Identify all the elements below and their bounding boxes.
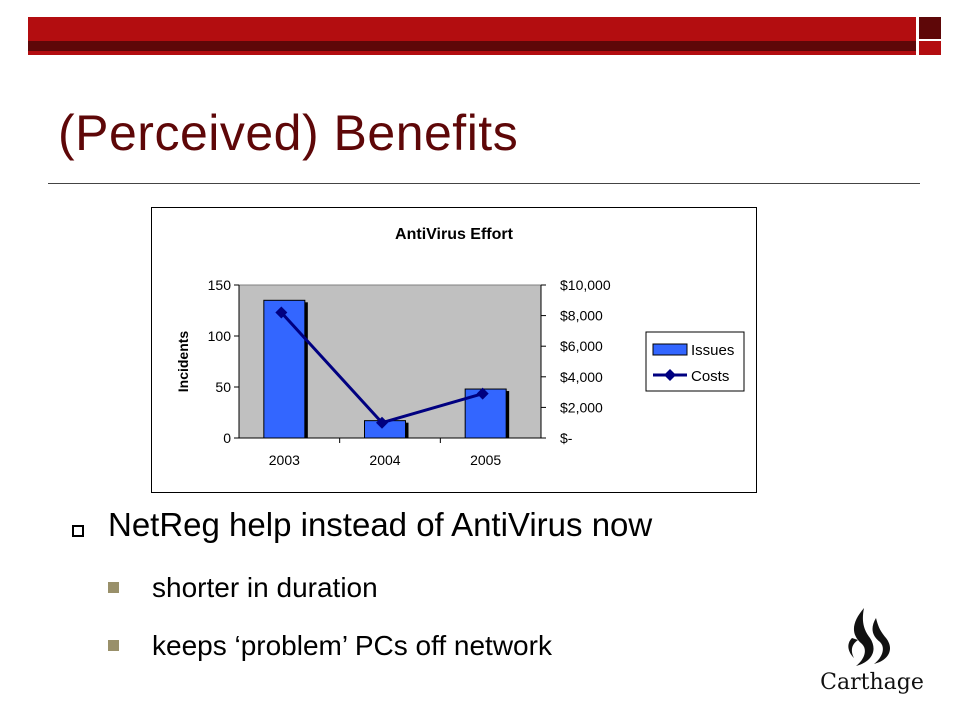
flame-logo-icon [848,608,890,666]
legend-label-costs: Costs [691,368,729,385]
corner-square-red [919,41,941,55]
main-bullet-text: NetReg help instead of AntiVirus now [108,506,653,543]
y-axis-label: Incidents [175,331,191,393]
top-dark-bar [28,41,916,51]
sub-bullet-text: shorter in duration [152,572,378,603]
corner-square-dark [919,17,941,39]
legend-label-issues: Issues [691,342,734,359]
x-tick-label: 2004 [369,452,400,468]
y2-tick-label: $6,000 [560,338,603,354]
title-divider [48,183,920,184]
y2-tick-label: $2,000 [560,399,603,415]
point-costs [476,387,489,400]
y-tick-label: 50 [215,379,231,395]
x-tick-label: 2005 [470,452,501,468]
x-tick-label: 2003 [269,452,300,468]
legend-box [645,331,745,392]
slide-title: (Perceived) Benefits [58,105,519,161]
point-costs [376,416,388,429]
square-bullet-icon [108,582,119,593]
square-bullet-icon [108,640,119,651]
chart-container: AntiVirus Effort 0 50 100 150 Incidents $- $2,0… [151,207,757,493]
y2-tick-label: $- [560,430,573,446]
sub-bullet-text: keeps ‘problem’ PCs off network [152,630,552,661]
y-tick-label: 0 [223,430,231,446]
carthage-logo: Carthage [812,604,932,704]
y2-tick-label: $10,000 [560,277,611,293]
y2-tick-label: $4,000 [560,369,603,385]
y2-tick-label: $8,000 [560,308,603,324]
legend-marker-costs [664,369,676,381]
logo-wordmark: Carthage [820,670,924,695]
y-tick-label: 150 [208,277,232,293]
bar-issues [263,299,306,439]
antivirus-chart: AntiVirus Effort 0 50 100 150 Incidents $- $2,0… [175,226,745,468]
legend-swatch-issues [652,343,688,356]
y-tick-label: 100 [208,328,232,344]
point-costs [275,306,288,319]
hollow-square-bullet-icon [72,525,84,537]
chart-title: AntiVirus Effort [395,226,514,243]
